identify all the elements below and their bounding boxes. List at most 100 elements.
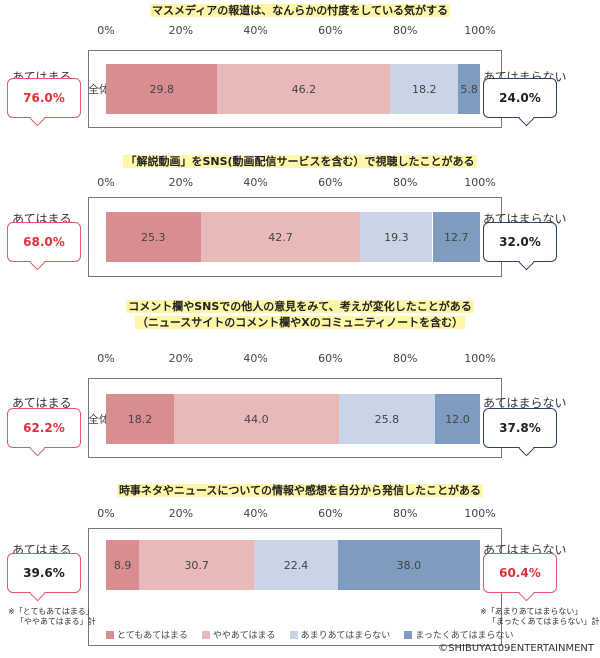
tick-label: 60% xyxy=(318,507,343,520)
tick-label: 40% xyxy=(243,507,268,520)
tick-label: 40% xyxy=(243,352,268,365)
applies-total: 39.6% xyxy=(23,566,65,580)
applies-total-bubble: 39.6% xyxy=(7,553,81,602)
data-label: 30.7 xyxy=(184,558,209,572)
segment-not-at-all: 38.0 xyxy=(337,540,480,590)
tick-label: 60% xyxy=(318,176,343,189)
segment-not-much: 18.2 xyxy=(390,64,459,114)
data-label: 5.8 xyxy=(460,82,478,96)
not-applies-total-bubble: 32.0% xyxy=(483,222,557,271)
tick-label: 60% xyxy=(318,24,343,37)
tick-label: 40% xyxy=(243,24,268,37)
chart-3-bar: 18.2 44.0 25.8 12.0 xyxy=(106,394,480,444)
legend-swatch xyxy=(106,630,114,639)
tick-label: 80% xyxy=(392,24,418,37)
segment-very-applies: 18.2 xyxy=(106,394,175,444)
applies-total-bubble: 62.2% xyxy=(7,408,81,457)
copyright: ©SHIBUYA109ENTERTAINMENT xyxy=(438,643,594,654)
right-label: あてはまらない xyxy=(483,396,567,410)
segment-not-much: 25.8 xyxy=(338,394,436,444)
segment-somewhat-applies: 30.7 xyxy=(139,540,255,590)
data-label: 46.2 xyxy=(291,82,317,96)
legend-swatch xyxy=(201,630,210,639)
data-label: 25.8 xyxy=(374,412,400,426)
applies-total-bubble: 68.0% xyxy=(7,222,81,271)
chart-4-axis: 0% 20% 40% 60% 80% 100% xyxy=(0,507,600,521)
segment-somewhat-applies: 42.7 xyxy=(200,212,361,262)
note-left: ※「とてもあてはまる」 「ややあてはまる」計 xyxy=(8,607,96,626)
chart-3-title: コメント欄やSNSでの他人の意見をみて、考えが変化したことがある xyxy=(126,300,474,313)
data-label: 12.0 xyxy=(445,412,470,426)
segment-not-at-all: 12.7 xyxy=(432,212,480,262)
not-applies-total: 60.4% xyxy=(499,566,541,580)
applies-total-bubble: 76.0% xyxy=(7,78,81,127)
tick-label: 60% xyxy=(318,352,343,365)
not-applies-total-bubble: 60.4% xyxy=(483,553,557,602)
chart-4-title: 時事ネタやニュースについての情報や感想を自分から発信したことがある xyxy=(116,484,484,497)
chart-1-bar: 29.8 46.2 18.2 5.8 xyxy=(106,64,480,114)
not-applies-total: 24.0% xyxy=(499,91,541,105)
chart-1-title: マスメディアの報道は、なんらかの忖度をしている気がする xyxy=(150,4,450,17)
chart-3-subtitle: （ニュースサイトのコメント欄やXのコミュニティノートを含む） xyxy=(134,316,466,329)
not-applies-total-bubble: 37.8% xyxy=(483,408,557,457)
segment-very-applies: 29.8 xyxy=(106,64,218,114)
tick-label: 100% xyxy=(464,352,496,365)
tick-label: 20% xyxy=(168,507,194,520)
data-label: 38.0 xyxy=(396,558,422,572)
not-applies-total-bubble: 24.0% xyxy=(483,78,557,127)
legend-swatch xyxy=(289,630,298,639)
tick-label: 20% xyxy=(168,24,194,37)
tick-label: 20% xyxy=(168,176,194,189)
tick-label: 0% xyxy=(97,176,115,189)
applies-total: 62.2% xyxy=(23,421,65,435)
chart-1-axis: 0% 20% 40% 60% 80% 100% xyxy=(0,24,600,38)
legend-item: とてもあてはまる xyxy=(106,628,188,641)
data-label: 42.7 xyxy=(268,230,293,244)
not-applies-total: 37.8% xyxy=(499,421,541,435)
tick-label: 100% xyxy=(464,507,496,520)
data-label: 12.7 xyxy=(443,230,469,244)
segment-not-at-all: 12.0 xyxy=(435,394,480,444)
segment-somewhat-applies: 44.0 xyxy=(174,394,339,444)
applies-total: 68.0% xyxy=(23,235,65,249)
segment-not-much: 22.4 xyxy=(254,540,338,590)
left-label: あてはまる xyxy=(12,396,72,410)
legend-swatch xyxy=(404,630,413,639)
tick-label: 0% xyxy=(97,507,115,520)
segment-very-applies: 25.3 xyxy=(106,212,201,262)
legend-item: ややあてはまる xyxy=(201,628,276,641)
tick-label: 100% xyxy=(464,176,496,189)
tick-label: 0% xyxy=(97,24,115,37)
chart-2-bar: 25.3 42.7 19.3 12.7 xyxy=(106,212,480,262)
legend-item: あまりあてはまらない xyxy=(289,628,390,641)
tick-label: 40% xyxy=(243,176,268,189)
tick-label: 80% xyxy=(392,176,418,189)
data-label: 22.4 xyxy=(283,558,309,572)
tick-label: 20% xyxy=(168,352,194,365)
chart-2-title: 「解説動画」をSNS(動画配信サービスを含む）で視聴したことがある xyxy=(123,155,477,168)
tick-label: 80% xyxy=(392,507,418,520)
category-label: 全体 xyxy=(88,83,110,96)
segment-very-applies: 8.9 xyxy=(106,540,140,590)
data-label: 18.2 xyxy=(127,412,153,426)
data-label: 19.3 xyxy=(384,230,409,244)
category-label: 全体 xyxy=(88,413,110,426)
segment-not-much: 19.3 xyxy=(360,212,433,262)
chart-2-axis: 0% 20% 40% 60% 80% 100% xyxy=(0,176,600,190)
tick-label: 0% xyxy=(97,352,115,365)
data-label: 29.8 xyxy=(149,82,174,96)
tick-label: 80% xyxy=(392,352,418,365)
data-label: 18.2 xyxy=(412,82,437,96)
data-label: 44.0 xyxy=(244,412,269,426)
note-right: ※「あまりあてはまらない」 「まったくあてはまらない」計 xyxy=(480,607,600,626)
chart-4-bar: 8.9 30.7 22.4 38.0 xyxy=(106,540,480,590)
tick-label: 100% xyxy=(464,24,496,37)
not-applies-total: 32.0% xyxy=(499,235,541,249)
legend-item: まったくあてはまらない xyxy=(404,628,513,641)
applies-total: 76.0% xyxy=(23,91,65,105)
segment-somewhat-applies: 46.2 xyxy=(217,64,391,114)
segment-not-at-all: 5.8 xyxy=(458,64,480,114)
data-label: 25.3 xyxy=(141,230,166,244)
legend: とてもあてはまる ややあてはまる あまりあてはまらない まったくあてはまらない xyxy=(106,628,513,641)
chart-3-axis: 0% 20% 40% 60% 80% 100% xyxy=(0,352,600,366)
